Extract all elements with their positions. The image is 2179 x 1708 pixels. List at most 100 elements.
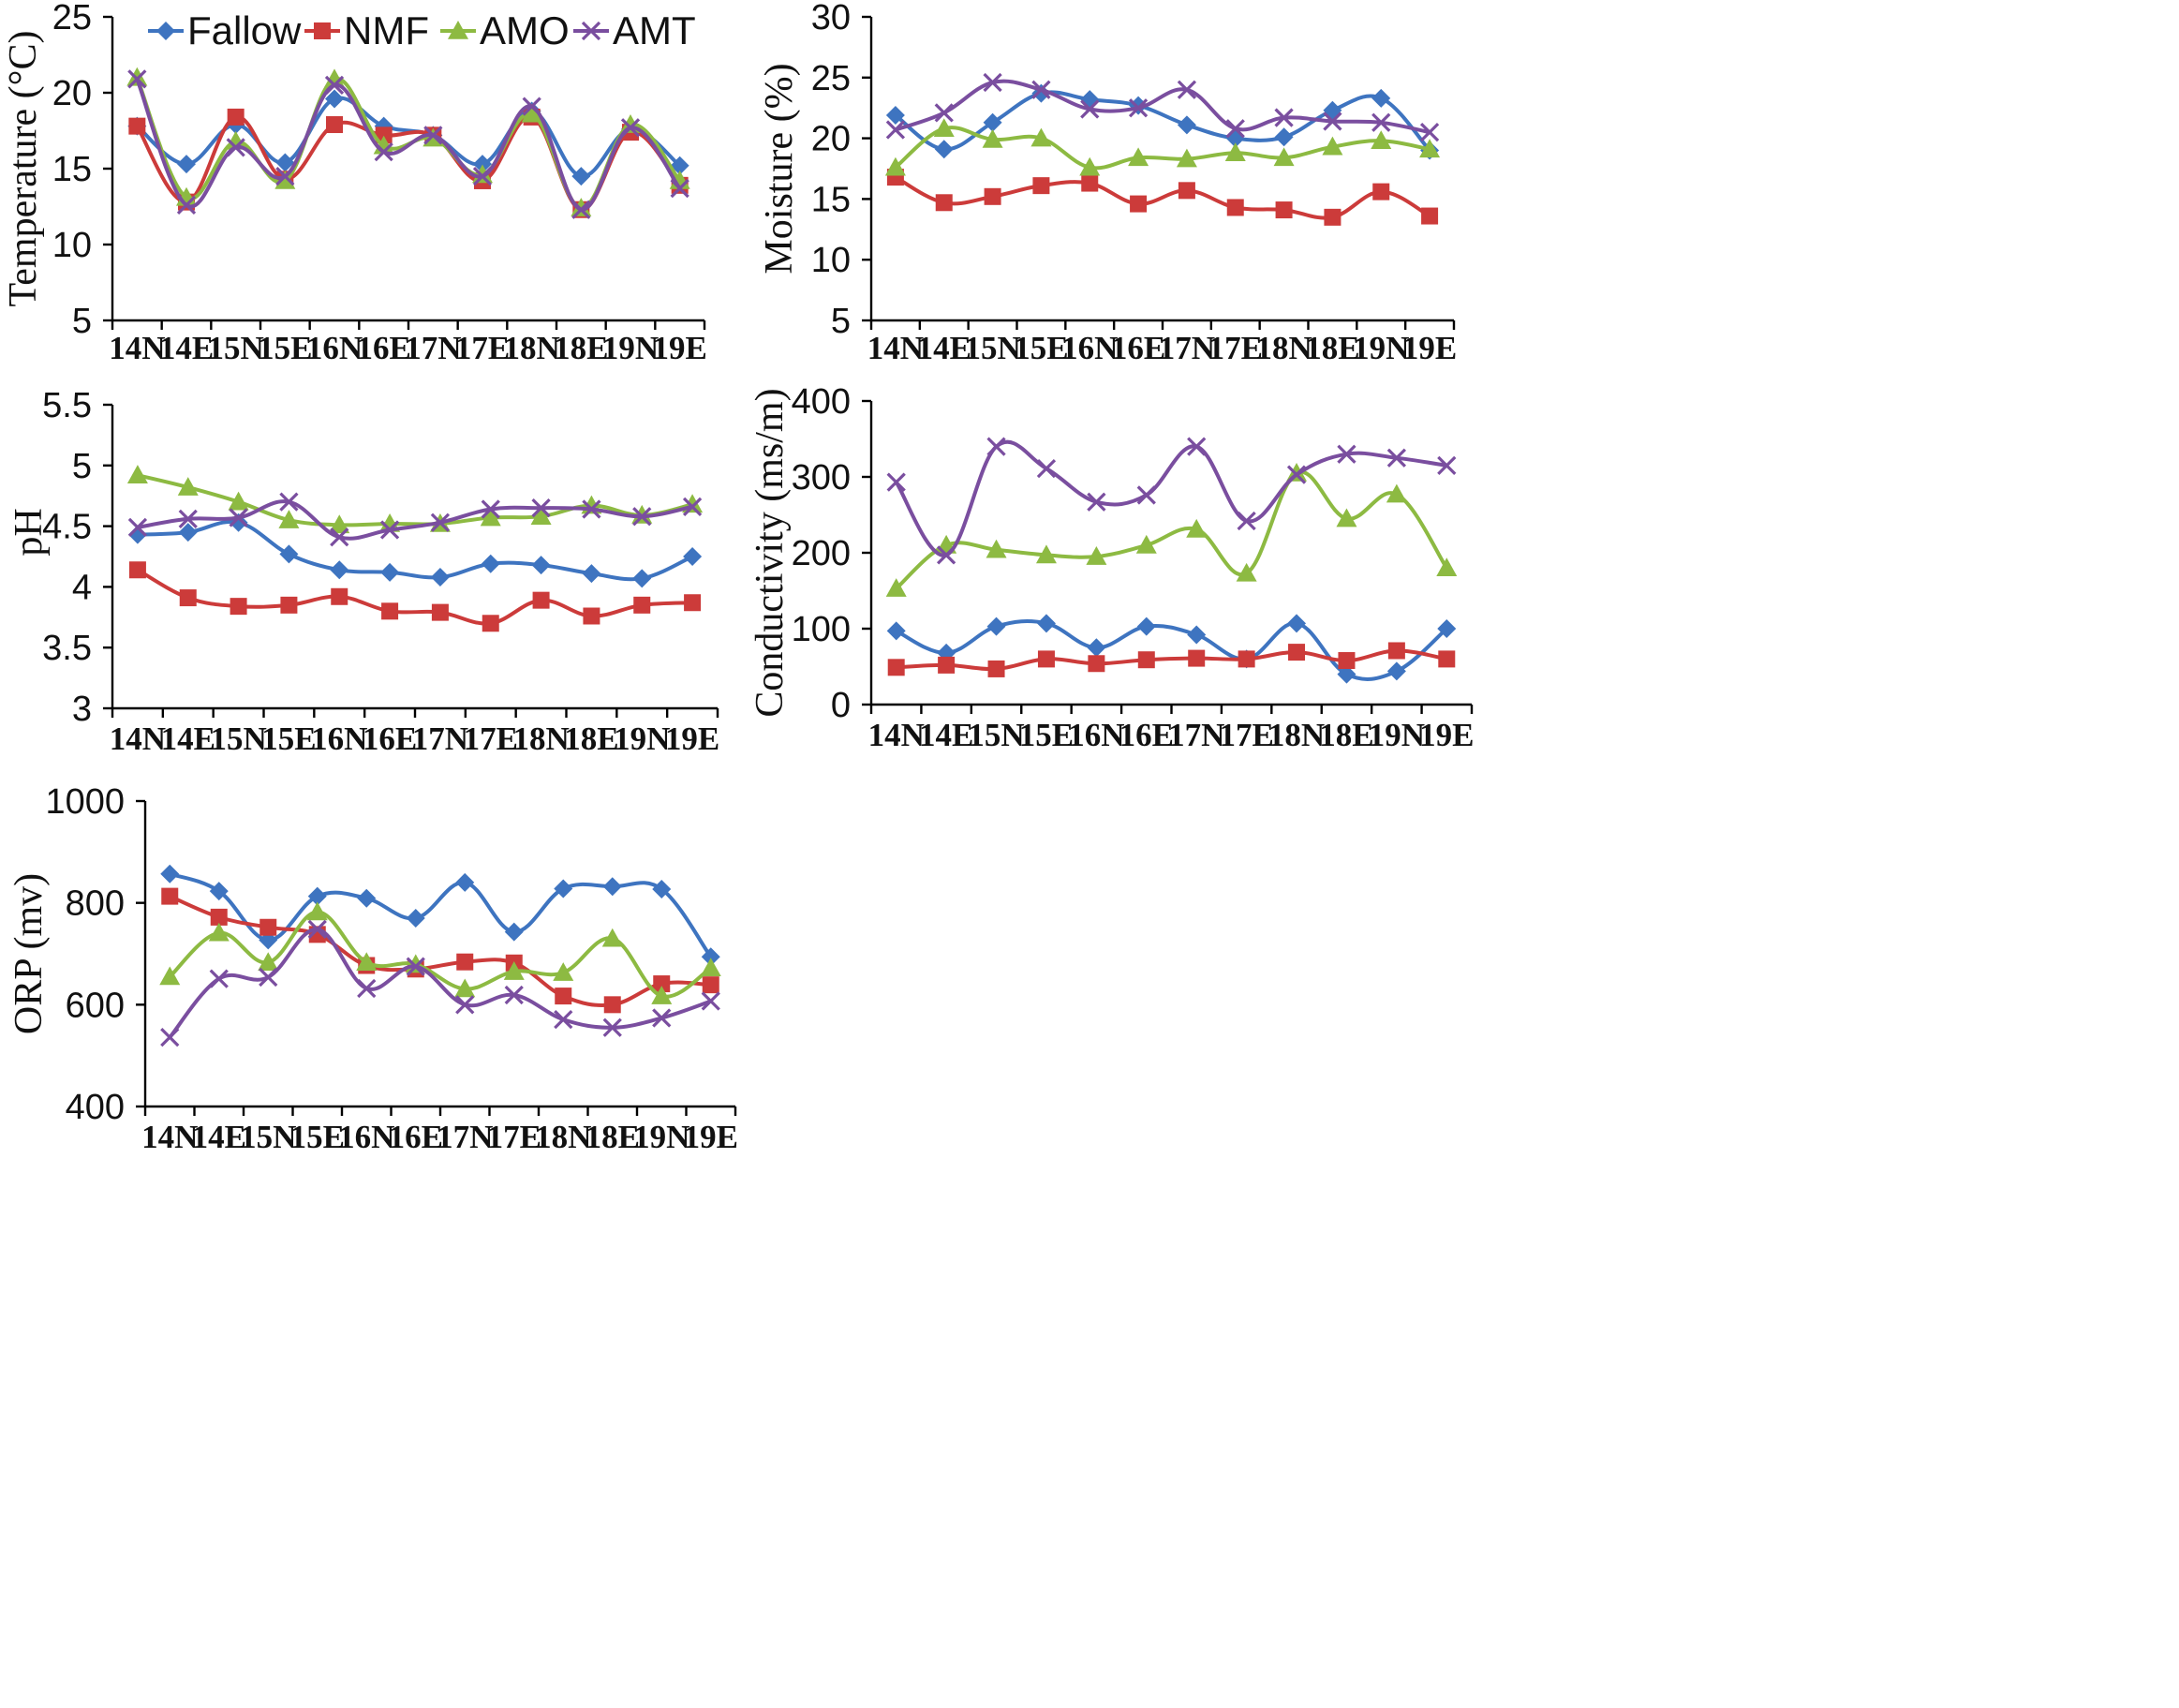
data-point	[279, 492, 299, 512]
y-tick-label: 5	[831, 302, 851, 341]
data-point	[1323, 111, 1342, 131]
x-tick-label: 16N	[338, 1119, 394, 1155]
data-point	[553, 962, 574, 981]
x-tick-label: 17N	[1168, 717, 1224, 753]
data-point	[1177, 115, 1196, 135]
chart-panel-conductivity: 0 100 200 300 400 14N14E15N15E16N16E17N17E18N…	[749, 382, 1474, 753]
x-tick-label: 16N	[1061, 330, 1118, 366]
data-point	[455, 995, 475, 1015]
data-point	[126, 465, 148, 483]
x-tick-label: 18N	[512, 720, 569, 757]
x-tick-label: 17E	[1208, 330, 1263, 366]
x-tick-label: 15E	[261, 720, 316, 757]
series-nmf	[128, 108, 689, 218]
data-point	[986, 437, 1006, 456]
data-point	[933, 118, 955, 138]
x-tick-label: 17N	[437, 1119, 493, 1155]
x-tick-label: 19N	[633, 1119, 689, 1155]
data-point	[375, 126, 393, 144]
data-point	[582, 499, 601, 519]
series-line	[893, 90, 1432, 153]
data-point	[1236, 562, 1257, 582]
legend-marker	[314, 22, 331, 39]
data-point	[682, 497, 703, 516]
chart-panel-orp: 400 600 800 1000 14N14E15N15E16N16E17N17E18N…	[7, 782, 738, 1155]
series-line	[168, 871, 713, 959]
data-point	[554, 1009, 573, 1030]
data-point	[1238, 650, 1255, 668]
data-point	[1187, 437, 1207, 456]
x-tick-label: 16N	[1068, 717, 1124, 753]
data-point	[1337, 664, 1356, 684]
y-tick-label: 25	[52, 0, 92, 37]
data-point	[160, 1027, 180, 1047]
x-tick-label: 19N	[1353, 330, 1409, 366]
x-tick-label: 15E	[1019, 717, 1074, 753]
x-tick-label: 19E	[652, 330, 706, 366]
data-point	[357, 888, 377, 908]
data-point	[406, 957, 425, 976]
data-point	[701, 991, 720, 1011]
x-tick-label: 15E	[290, 1119, 345, 1155]
data-point	[228, 491, 249, 511]
y-tick-label: 4.5	[42, 508, 92, 547]
data-point	[651, 986, 673, 1004]
data-point	[632, 507, 652, 527]
series-line	[135, 519, 695, 582]
series-amo	[884, 118, 1441, 176]
data-point	[983, 112, 1002, 132]
y-tick-label: 30	[811, 0, 851, 37]
data-point	[601, 928, 623, 947]
data-point	[306, 901, 328, 921]
data-point	[1187, 625, 1207, 645]
x-tick-label: 15N	[964, 330, 1020, 366]
data-point	[128, 117, 146, 135]
data-point	[1421, 207, 1439, 225]
y-tick-label: 400	[66, 1088, 125, 1127]
x-tick-label: 17N	[405, 330, 461, 366]
y-tick-label: 20	[811, 120, 851, 159]
data-point	[1136, 616, 1156, 636]
data-point	[633, 596, 651, 614]
data-point	[1176, 148, 1197, 168]
x-tick-label: 16E	[1119, 717, 1174, 753]
data-point	[1031, 80, 1051, 99]
data-point	[1371, 88, 1391, 108]
data-point	[307, 919, 327, 940]
x-tick-label: 18E	[586, 1119, 640, 1155]
y-tick-label: 5	[72, 447, 92, 486]
x-tick-label: 18E	[1305, 330, 1359, 366]
data-point	[1135, 534, 1157, 554]
series-line	[893, 175, 1432, 220]
data-point	[986, 616, 1006, 636]
data-point	[430, 512, 451, 532]
data-point	[179, 589, 197, 607]
data-point	[1337, 444, 1356, 464]
data-point	[126, 67, 148, 86]
data-point	[982, 128, 1003, 148]
legend-item-amt: AMT	[573, 8, 696, 52]
data-point	[1178, 182, 1195, 200]
data-point	[229, 508, 248, 527]
data-point	[226, 138, 245, 157]
series-line	[893, 79, 1432, 135]
data-point	[473, 155, 492, 174]
data-point	[177, 477, 199, 496]
data-point	[127, 69, 147, 89]
data-point	[1226, 199, 1244, 216]
data-point	[1419, 122, 1440, 142]
data-point	[701, 947, 720, 967]
data-point	[1371, 112, 1391, 132]
data-point	[381, 602, 399, 620]
data-point	[379, 520, 400, 540]
data-point	[1438, 650, 1456, 668]
data-point	[159, 966, 181, 986]
data-point	[1079, 156, 1101, 176]
data-point	[307, 886, 327, 906]
series-line	[894, 648, 1449, 672]
data-point	[326, 116, 343, 134]
x-tick-label: 18N	[1255, 330, 1312, 366]
data-point	[177, 155, 196, 174]
data-point	[603, 996, 621, 1014]
